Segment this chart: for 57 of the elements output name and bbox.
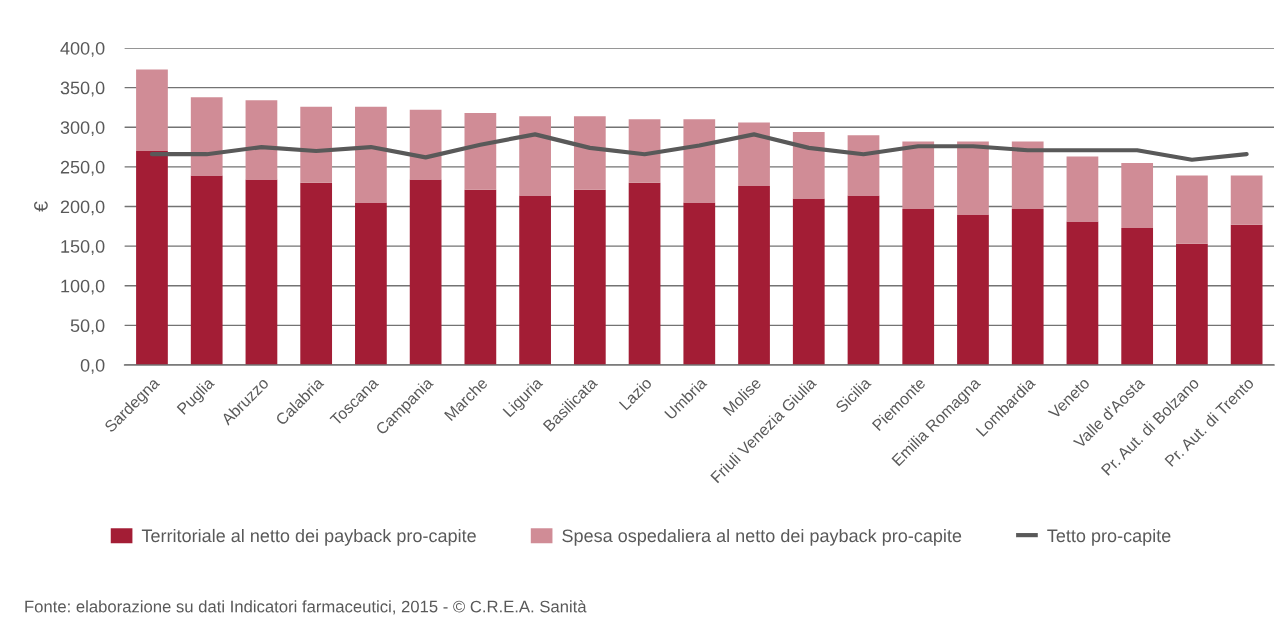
bar [1066,221,1099,365]
legend-label: Tetto pro-capite [1047,528,1171,546]
y-tick-label: 350,0 [60,81,105,97]
bar [1176,243,1208,365]
bar [738,185,770,365]
bar [1011,208,1044,365]
y-axis-title: € [34,201,48,212]
bar [1176,175,1208,244]
bar [355,106,387,203]
bar [628,182,661,365]
bar [792,132,825,199]
bar [245,100,278,180]
bar [683,119,716,203]
bar [245,179,278,365]
bar [1230,224,1263,365]
bar [738,122,770,186]
bar [409,109,442,180]
y-tick-label: 250,0 [60,160,105,176]
bar [464,189,497,365]
bar [300,106,333,183]
bar [957,141,989,215]
bar [573,116,606,190]
bar [136,69,168,152]
bar [1011,141,1044,209]
y-tick-label: 400,0 [60,41,105,57]
bar [190,175,223,365]
bar [847,135,880,196]
y-tick-label: 0,0 [80,358,105,374]
line-series [149,132,1249,162]
bar [628,119,661,183]
bar [902,208,935,365]
bar [792,198,825,365]
y-tick-label: 50,0 [70,319,105,335]
bar [1121,162,1154,228]
bar [683,202,716,365]
bar [464,112,497,190]
legend-label: Territoriale al netto dei payback pro-capite [141,528,476,546]
bar [957,214,989,365]
bar [902,141,935,209]
bar [847,195,880,365]
bar [519,116,551,196]
bar [190,97,223,176]
bar [1121,227,1154,365]
bar [409,179,442,365]
bar [573,189,606,365]
bar [1230,175,1263,225]
bar [355,202,387,365]
bar [519,195,551,365]
bar [300,182,333,365]
bar [1066,156,1099,222]
legend-label: Spesa ospedaliera al netto dei payback pro-capite [562,528,962,546]
y-tick-label: 300,0 [60,121,105,137]
source-note: Fonte: elaborazione su dati Indicatori farmaceutici, 2015 - © C.R.E.A. Sanità [25,600,587,615]
y-tick-label: 150,0 [61,240,105,255]
y-tick-label: 200,0 [60,200,105,216]
bar [136,151,168,365]
y-tick-label: 100,0 [61,279,105,295]
